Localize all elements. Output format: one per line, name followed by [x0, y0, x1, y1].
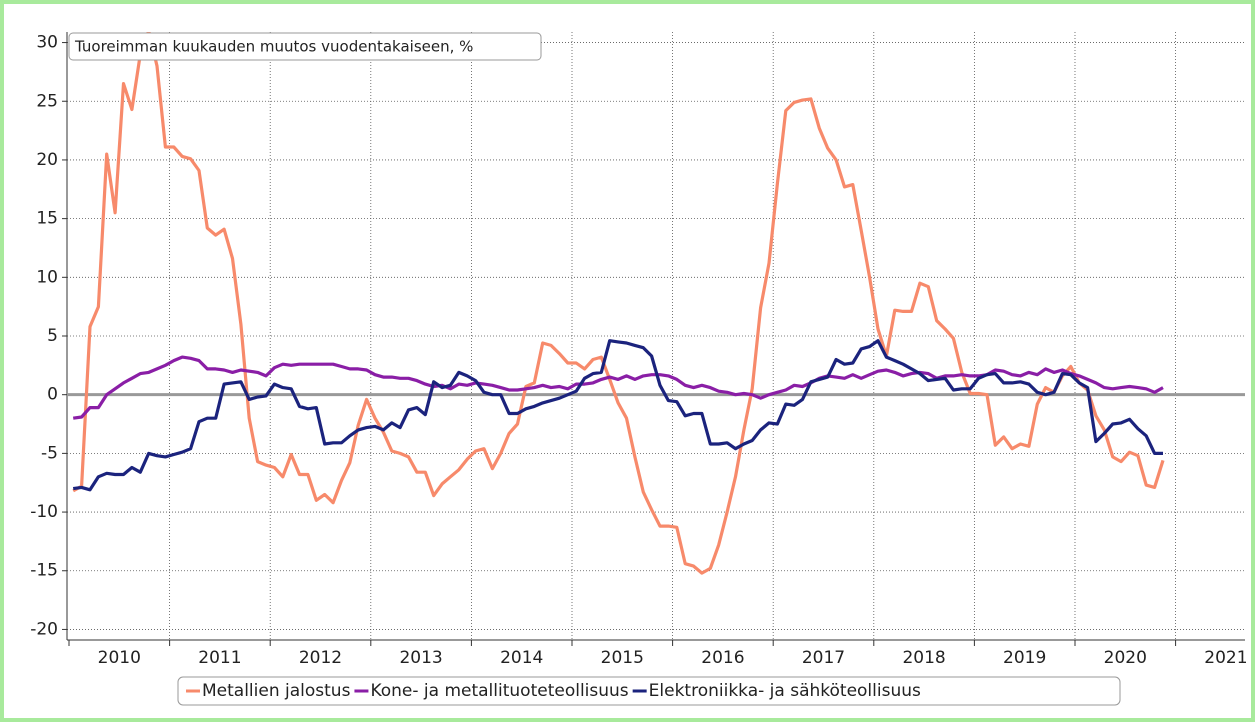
legend-label: Kone- ja metallituoteteollisuus — [370, 681, 628, 701]
x-tick-label: 2016 — [701, 648, 744, 668]
x-tick-label: 2011 — [198, 648, 241, 668]
y-tick-label: -20 — [30, 619, 58, 639]
legend-label: Elektroniikka- ja sähköteollisuus — [649, 681, 921, 701]
y-tick-label: -15 — [30, 561, 58, 581]
y-tick-label: 0 — [47, 385, 58, 405]
chart-title: Tuoreimman kuukauden muutos vuodentakais… — [74, 38, 473, 56]
x-tick-label: 2021 — [1204, 648, 1247, 668]
y-tick-label: 15 — [36, 209, 58, 229]
y-tick-label: 20 — [36, 150, 58, 170]
legend-label: Metallien jalostus — [202, 681, 351, 701]
legend: Metallien jalostus Kone- ja metallituotet… — [177, 676, 1121, 706]
x-tick-label: 2015 — [601, 648, 644, 668]
legend-frame — [177, 676, 1121, 706]
x-tick-label: 2018 — [902, 648, 945, 668]
x-tick-label: 2019 — [1003, 648, 1046, 668]
y-tick-label: 30 — [36, 33, 58, 53]
title-box: Tuoreimman kuukauden muutos vuodentakais… — [68, 32, 542, 61]
lines — [72, 32, 1165, 575]
x-tick-label: 2020 — [1104, 648, 1147, 668]
series-line — [72, 339, 1163, 492]
y-tick-label: -10 — [30, 502, 58, 522]
title-frame — [68, 32, 542, 61]
x-tick-label: 2013 — [399, 648, 442, 668]
x-tick-label: 2017 — [802, 648, 845, 668]
x-tick-label: 2014 — [500, 648, 543, 668]
y-tick-label: -5 — [41, 443, 58, 463]
series-line — [72, 32, 1165, 575]
x-tick-label: 2010 — [98, 648, 141, 668]
y-tick-label: 25 — [36, 91, 58, 111]
y-tick-label: 5 — [47, 326, 58, 346]
x-tick-label: 2012 — [299, 648, 342, 668]
y-tick-label: 10 — [36, 267, 58, 287]
